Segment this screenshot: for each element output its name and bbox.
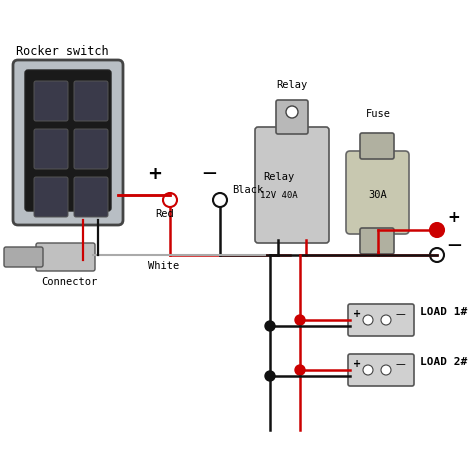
Text: White: White — [148, 261, 179, 271]
Text: +: + — [353, 309, 361, 319]
FancyBboxPatch shape — [255, 127, 329, 243]
Circle shape — [381, 315, 391, 325]
Text: +: + — [447, 210, 460, 225]
FancyBboxPatch shape — [346, 151, 409, 234]
Circle shape — [363, 315, 373, 325]
Circle shape — [265, 321, 275, 331]
Text: +: + — [353, 359, 361, 369]
Text: Relay: Relay — [263, 172, 294, 182]
Text: Black: Black — [232, 185, 263, 195]
FancyBboxPatch shape — [25, 70, 111, 211]
FancyBboxPatch shape — [4, 247, 43, 267]
FancyBboxPatch shape — [36, 243, 95, 271]
FancyBboxPatch shape — [34, 129, 68, 169]
FancyBboxPatch shape — [276, 100, 308, 134]
FancyBboxPatch shape — [348, 354, 414, 386]
Text: 12V 40A: 12V 40A — [260, 191, 298, 200]
Text: Rocker switch: Rocker switch — [16, 45, 109, 58]
Text: 30A: 30A — [369, 190, 387, 200]
FancyBboxPatch shape — [360, 133, 394, 159]
Text: +: + — [147, 165, 162, 183]
Text: LOAD 1#: LOAD 1# — [420, 307, 467, 317]
Circle shape — [286, 106, 298, 118]
FancyBboxPatch shape — [34, 177, 68, 217]
Circle shape — [363, 365, 373, 375]
Text: —: — — [396, 309, 406, 319]
FancyBboxPatch shape — [13, 60, 123, 225]
Circle shape — [213, 193, 227, 207]
Circle shape — [295, 365, 305, 375]
Text: —: — — [396, 359, 406, 369]
Circle shape — [295, 315, 305, 325]
FancyBboxPatch shape — [74, 129, 108, 169]
Circle shape — [265, 371, 275, 381]
Text: Red: Red — [155, 209, 174, 219]
Text: —: — — [447, 238, 461, 252]
FancyBboxPatch shape — [360, 228, 394, 254]
Text: LOAD 2#: LOAD 2# — [420, 357, 467, 367]
Circle shape — [430, 223, 444, 237]
FancyBboxPatch shape — [348, 304, 414, 336]
Text: Relay: Relay — [276, 80, 308, 90]
FancyBboxPatch shape — [74, 81, 108, 121]
Circle shape — [163, 193, 177, 207]
Text: —: — — [202, 166, 216, 180]
Text: Connector: Connector — [41, 277, 97, 287]
Text: Fuse: Fuse — [365, 109, 391, 119]
FancyBboxPatch shape — [74, 177, 108, 217]
Circle shape — [381, 365, 391, 375]
Circle shape — [430, 248, 444, 262]
FancyBboxPatch shape — [34, 81, 68, 121]
